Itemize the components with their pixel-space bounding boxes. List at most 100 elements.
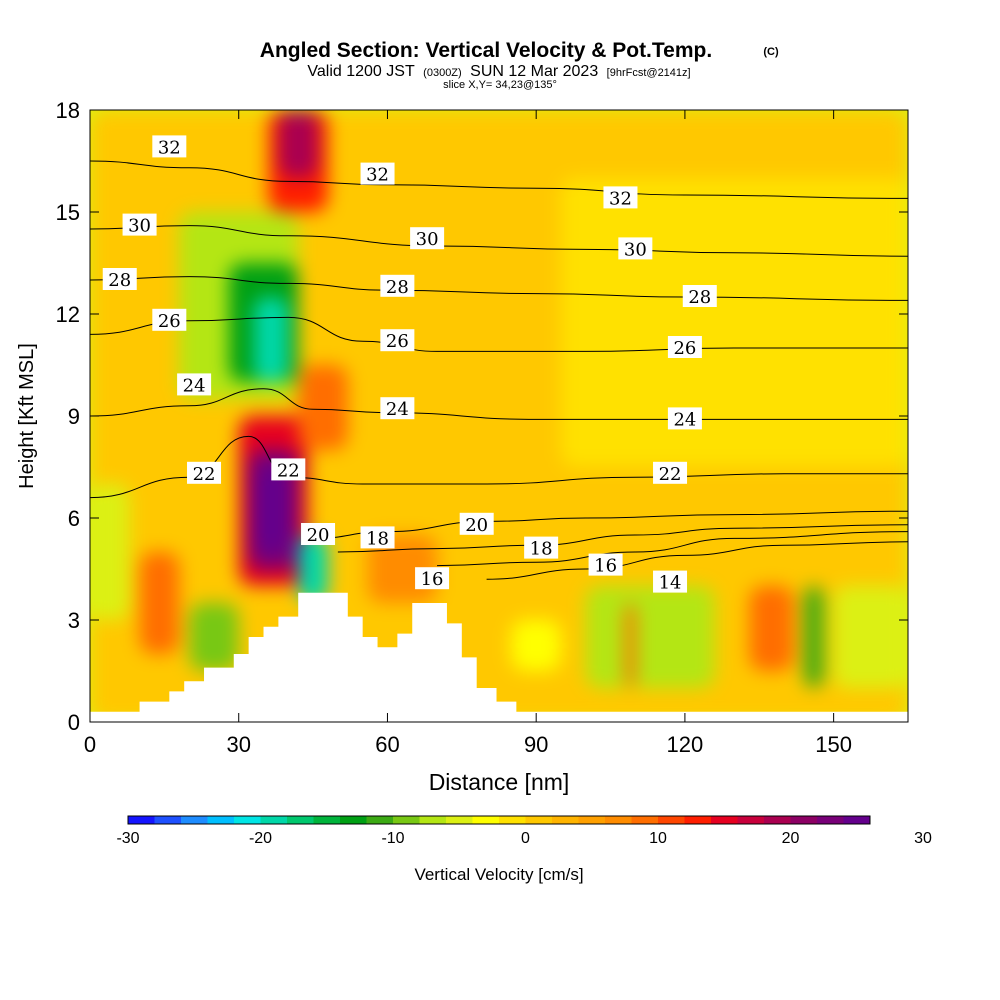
colorbar-swatch <box>260 816 288 824</box>
x-tick-label: 0 <box>84 732 96 757</box>
contour-label-bg <box>459 512 494 535</box>
colorbar-swatch <box>207 816 235 824</box>
contour-label-bg <box>360 526 395 549</box>
colorbar-swatch <box>154 816 182 824</box>
velocity-cell <box>298 535 328 603</box>
contour-label-bg <box>187 461 222 484</box>
velocity-cell <box>189 603 239 671</box>
contour-label: 20 <box>465 515 488 536</box>
isentrope-24 <box>90 388 908 420</box>
velocity-cell <box>278 110 319 178</box>
colorbar-swatch <box>605 816 632 824</box>
colorbar-swatch <box>340 816 367 824</box>
contour-label-bg <box>301 523 336 545</box>
x-axis-label: Distance [nm] <box>429 769 570 795</box>
isentrope-26 <box>90 316 908 352</box>
colorbar-swatch <box>446 816 473 824</box>
velocity-cell <box>585 586 715 688</box>
colorbar-swatch <box>711 816 738 824</box>
valid-utc: (0300Z) <box>423 67 462 79</box>
slice-info: slice X,Y= 34,23@135° <box>443 79 557 91</box>
contour-label-bg <box>380 274 415 297</box>
colorbar-tick-label: 0 <box>521 830 530 847</box>
contour-label-bg <box>653 461 688 484</box>
contour-label-bg <box>122 213 157 236</box>
colorbar-swatch <box>287 816 314 824</box>
plot-area: 32 32 32 30 30 30 28 28 28 26 26 26 24 24 24 22 22 22 20 20… <box>90 110 908 722</box>
colorbar-swatch <box>393 816 420 824</box>
contour-label: 32 <box>366 165 389 186</box>
contour-label-bg <box>415 567 450 590</box>
contour-label-bg <box>682 285 717 307</box>
isentrope-lines <box>90 160 908 580</box>
contour-label: 16 <box>594 556 617 577</box>
contour-label: 22 <box>193 464 216 485</box>
contour-label: 24 <box>386 399 409 420</box>
contour-label-bg <box>271 458 306 481</box>
contour-label: 22 <box>277 460 300 481</box>
contour-label: 18 <box>366 528 389 549</box>
y-tick-label: 12 <box>56 302 80 327</box>
y-tick-label: 6 <box>68 506 80 531</box>
contour-label: 30 <box>128 216 151 237</box>
colorbar-swatch <box>578 816 606 824</box>
valid-line: Valid 1200 JST (0300Z) SUN 12 Mar 2023 [… <box>307 63 690 80</box>
contour-labels: 32 32 32 30 30 30 28 28 28 26 26 26 24 24 24 22 22 22 20 20… <box>102 135 717 594</box>
colorbar-swatch <box>817 816 844 824</box>
contour-label: 30 <box>416 229 439 250</box>
isentrope-30 <box>90 225 908 257</box>
isentrope-28 <box>90 276 908 301</box>
y-tick-label: 9 <box>68 404 80 429</box>
colorbar: -30 -20 -10 0 10 20 30 <box>116 815 932 847</box>
isentrope-32 <box>90 160 908 199</box>
contour-label-bg <box>524 536 559 559</box>
contour-label: 26 <box>158 311 181 332</box>
contour-label-bg <box>360 162 395 185</box>
valid-date: SUN 12 Mar 2023 <box>470 63 598 80</box>
valid-prefix: Valid 1200 JST <box>307 63 415 80</box>
x-tick-label: 150 <box>815 732 852 757</box>
terrain-mask <box>90 592 908 722</box>
contour-label: 32 <box>158 137 181 158</box>
contour-label-bg <box>667 336 702 358</box>
isentrope-16 <box>437 531 908 567</box>
contour-label-bg <box>588 553 623 576</box>
colorbar-swatch <box>631 816 659 824</box>
velocity-cell <box>253 297 289 382</box>
colorbar-swatch <box>181 816 208 824</box>
x-tick-label: 120 <box>667 732 704 757</box>
y-tick-label: 15 <box>56 200 80 225</box>
contour-label-bg <box>152 135 187 158</box>
contour-label-bg <box>380 397 415 420</box>
contour-label-bg <box>152 308 187 331</box>
contour-label: 24 <box>183 375 206 396</box>
velocity-cell <box>90 484 130 620</box>
colorbar-swatch <box>419 816 447 824</box>
colorbar-swatch <box>552 816 579 824</box>
colorbar-swatch <box>843 816 871 824</box>
contour-label: 28 <box>688 287 711 308</box>
contour-label: 20 <box>307 525 330 546</box>
contour-label-bg <box>603 186 638 209</box>
velocity-cell <box>139 552 180 654</box>
velocity-cell <box>511 620 561 671</box>
contour-label: 16 <box>421 569 444 590</box>
colorbar-swatch <box>790 816 818 824</box>
colorbar-tick-label: 10 <box>649 830 667 847</box>
contour-label: 24 <box>673 409 696 430</box>
velocity-cell <box>833 586 908 688</box>
colorbar-swatch <box>313 816 341 824</box>
x-tick-label: 60 <box>375 732 399 757</box>
velocity-cell <box>625 603 636 688</box>
contour-label: 28 <box>386 277 409 298</box>
colorbar-tick-label: 30 <box>914 830 932 847</box>
contour-label-bg <box>380 329 415 352</box>
colorbar-swatch <box>472 816 500 824</box>
contour-label-bg <box>410 227 445 250</box>
colorbar-swatch <box>658 816 685 824</box>
contour-label: 14 <box>659 573 682 594</box>
colorbar-tick-label: -30 <box>116 830 139 847</box>
x-axis: 0 30 60 90 120 150 <box>84 110 852 757</box>
